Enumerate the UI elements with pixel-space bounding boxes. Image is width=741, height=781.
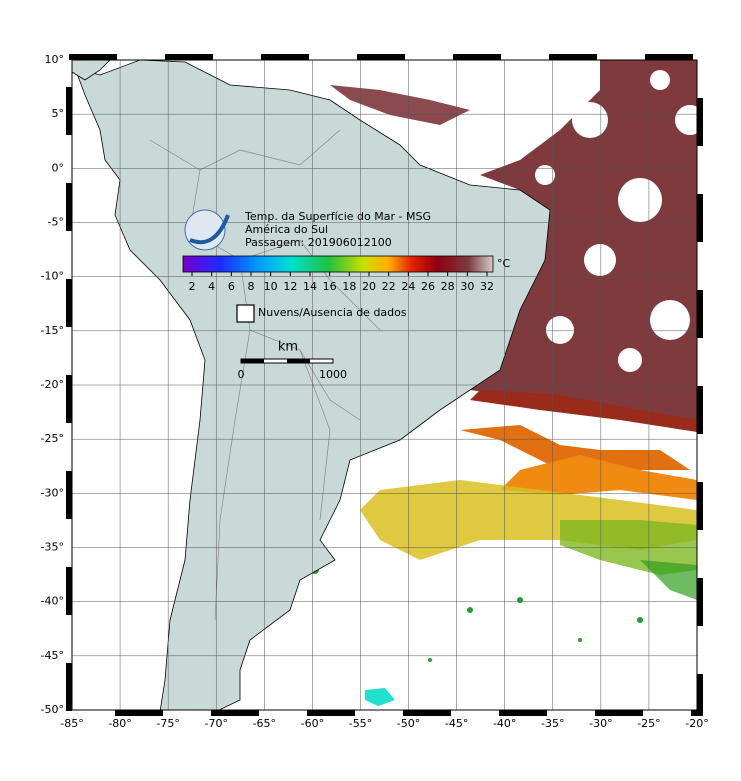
lat-tick-label: 0°: [52, 161, 65, 174]
colorbar: [182, 255, 494, 273]
colorbar-tick-label: 26: [421, 280, 435, 293]
lon-tick-label: -60°: [301, 717, 324, 730]
lat-tick-label: -30°: [41, 486, 64, 499]
colorbar-unit: °C: [497, 257, 511, 270]
colorbar-tick-label: 12: [283, 280, 297, 293]
colorbar-tick-label: 22: [382, 280, 396, 293]
colorbar-tick-label: 2: [189, 280, 196, 293]
colorbar-tick-label: 30: [460, 280, 474, 293]
lon-tick-label: -35°: [541, 717, 564, 730]
sst-orange: [460, 425, 690, 470]
sst-orange-2: [500, 455, 697, 500]
colorbar-tick-label: 8: [248, 280, 255, 293]
scale-start: 0: [238, 368, 245, 381]
sst-warm: [470, 60, 697, 430]
lat-tick-label: 10°: [45, 53, 65, 66]
colorbar-tick-label: 14: [303, 280, 317, 293]
logo-arrow: [189, 214, 230, 245]
colorbar-tick-label: 32: [480, 280, 494, 293]
scale-end: 1000: [319, 368, 347, 381]
lat-tick-label: -5°: [48, 216, 64, 229]
sst-dots: [311, 566, 643, 662]
title-line: Temp. da Superfície do Mar - MSG: [244, 210, 431, 223]
lat-tick-label: -15°: [41, 324, 64, 337]
lon-tick-label: -20°: [685, 717, 708, 730]
lon-tick-label: -55°: [349, 717, 372, 730]
lat-tick-label: -25°: [41, 432, 64, 445]
title-line: Passagem: 201906012100: [245, 236, 392, 249]
lon-tick-label: -45°: [445, 717, 468, 730]
lat-tick-label: -35°: [41, 541, 64, 554]
scale-bar-seg: [287, 359, 310, 363]
lon-tick-label: -75°: [156, 717, 179, 730]
colorbar-tick-label: 18: [342, 280, 356, 293]
frame-border: [66, 54, 703, 716]
colorbar-tick-label: 20: [362, 280, 376, 293]
nodata-label: Nuvens/Ausencia de dados: [258, 306, 407, 319]
sst-warm-2: [470, 390, 697, 432]
colorbar-tick-label: 10: [264, 280, 278, 293]
scale-bar-seg: [241, 359, 264, 363]
lon-tick-label: -30°: [589, 717, 612, 730]
title-line: América do Sul: [245, 223, 328, 236]
central-america: [72, 60, 111, 81]
lat-tick-label: 5°: [52, 107, 65, 120]
colorbar-tick-label: 24: [401, 280, 415, 293]
sst-north: [330, 85, 470, 125]
lon-tick-label: -65°: [253, 717, 276, 730]
lon-tick-label: -70°: [204, 717, 227, 730]
lat-tick-label: -10°: [41, 270, 64, 283]
nodata-swatch: [236, 304, 255, 323]
colorbar-tick-label: 4: [208, 280, 215, 293]
colorbar-tick-label: 16: [323, 280, 337, 293]
lat-tick-label: -40°: [41, 595, 64, 608]
colorbar-tick-label: 28: [441, 280, 455, 293]
lon-tick-label: -40°: [493, 717, 516, 730]
lon-tick-label: -80°: [108, 717, 131, 730]
lat-tick-label: -45°: [41, 649, 64, 662]
map-body: [72, 60, 697, 710]
lon-tick-label: -50°: [397, 717, 420, 730]
colorbar-tick-label: 6: [228, 280, 235, 293]
lon-tick-label: -25°: [637, 717, 660, 730]
sst-green-2: [640, 560, 697, 600]
sst-cyan: [365, 688, 395, 706]
scale-unit: km: [278, 340, 298, 355]
lat-tick-label: -20°: [41, 378, 64, 391]
lat-tick-label: -50°: [41, 703, 64, 716]
lon-tick-label: -85°: [60, 717, 83, 730]
